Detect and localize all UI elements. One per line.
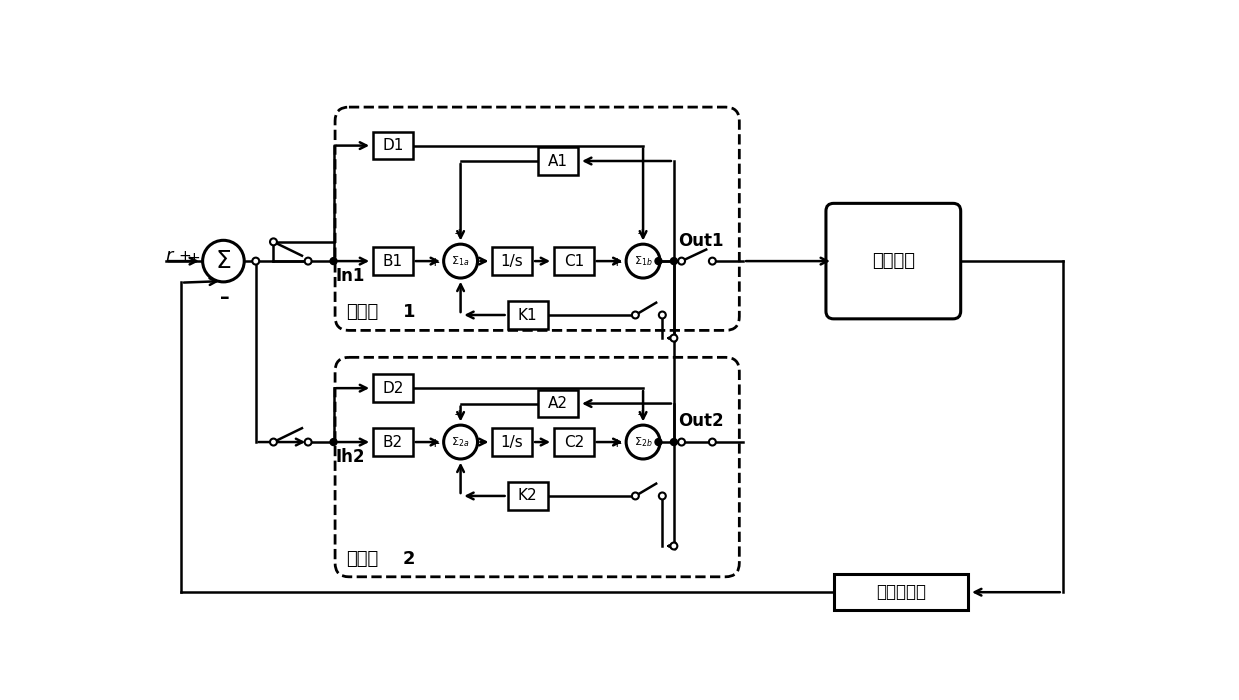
Text: B2: B2 <box>383 435 403 449</box>
Circle shape <box>626 244 660 278</box>
Circle shape <box>670 335 678 342</box>
Text: A2: A2 <box>549 396 569 411</box>
Circle shape <box>626 425 660 459</box>
FancyBboxPatch shape <box>539 390 579 417</box>
Text: B1: B1 <box>383 253 403 269</box>
Circle shape <box>709 439 716 445</box>
FancyBboxPatch shape <box>373 132 413 160</box>
FancyBboxPatch shape <box>826 203 960 319</box>
Text: K1: K1 <box>518 307 538 323</box>
Circle shape <box>632 493 639 499</box>
Text: C1: C1 <box>564 253 584 269</box>
Circle shape <box>330 439 337 445</box>
Text: r: r <box>166 248 173 265</box>
Circle shape <box>655 439 662 445</box>
Text: A1: A1 <box>549 153 569 169</box>
FancyBboxPatch shape <box>554 247 593 275</box>
Text: Σ$_{2a}$: Σ$_{2a}$ <box>451 435 470 449</box>
Text: +: + <box>612 256 622 269</box>
Circle shape <box>709 258 716 265</box>
Text: C2: C2 <box>564 435 584 449</box>
Text: Σ$_{1b}$: Σ$_{1b}$ <box>634 254 653 268</box>
Text: 控制器: 控制器 <box>347 303 379 321</box>
Text: K2: K2 <box>518 489 538 503</box>
Circle shape <box>670 542 678 550</box>
FancyBboxPatch shape <box>508 482 548 510</box>
Text: +: + <box>453 228 465 240</box>
Circle shape <box>659 312 665 318</box>
Text: Σ$_{2b}$: Σ$_{2b}$ <box>634 435 653 449</box>
FancyBboxPatch shape <box>373 428 413 456</box>
Text: In1: In1 <box>335 267 364 286</box>
Circle shape <box>655 258 662 265</box>
Circle shape <box>270 239 278 245</box>
Text: 被控系统: 被控系统 <box>872 252 914 270</box>
FancyBboxPatch shape <box>373 247 413 275</box>
Text: 位移传感器: 位移传感器 <box>876 583 926 601</box>
Circle shape <box>203 240 244 282</box>
FancyBboxPatch shape <box>492 428 533 456</box>
Text: –: – <box>221 288 229 307</box>
Circle shape <box>670 439 678 445</box>
Circle shape <box>330 258 337 265</box>
Circle shape <box>678 258 685 265</box>
FancyBboxPatch shape <box>508 301 548 329</box>
Text: +: + <box>636 228 647 240</box>
Text: +: + <box>178 249 191 264</box>
Text: +: + <box>187 251 201 266</box>
Circle shape <box>305 258 311 265</box>
Text: Out2: Out2 <box>678 412 724 430</box>
Text: D2: D2 <box>382 381 404 395</box>
Text: 1/s: 1/s <box>501 435 524 449</box>
Circle shape <box>444 425 477 459</box>
FancyBboxPatch shape <box>373 374 413 402</box>
Circle shape <box>444 244 477 278</box>
Circle shape <box>678 439 685 445</box>
FancyBboxPatch shape <box>834 575 969 610</box>
Circle shape <box>632 312 639 318</box>
Text: 1/s: 1/s <box>501 253 524 269</box>
Text: +: + <box>612 437 622 450</box>
Text: Ih2: Ih2 <box>335 448 364 466</box>
Text: +: + <box>636 408 647 421</box>
Text: Σ: Σ <box>216 249 232 273</box>
FancyBboxPatch shape <box>554 428 593 456</box>
Text: +: + <box>429 256 440 269</box>
Circle shape <box>659 493 665 499</box>
Text: D1: D1 <box>382 138 404 153</box>
Text: 控制器: 控制器 <box>347 550 379 568</box>
FancyBboxPatch shape <box>539 147 579 175</box>
Text: 1: 1 <box>403 303 415 321</box>
Text: 2: 2 <box>403 550 415 568</box>
FancyBboxPatch shape <box>492 247 533 275</box>
Text: Out1: Out1 <box>678 232 724 250</box>
Text: +: + <box>429 437 440 450</box>
Circle shape <box>270 439 278 445</box>
Text: Σ$_{1a}$: Σ$_{1a}$ <box>451 254 470 268</box>
Circle shape <box>670 258 678 265</box>
Text: +: + <box>453 408 465 421</box>
Circle shape <box>305 439 311 445</box>
Circle shape <box>253 258 259 265</box>
